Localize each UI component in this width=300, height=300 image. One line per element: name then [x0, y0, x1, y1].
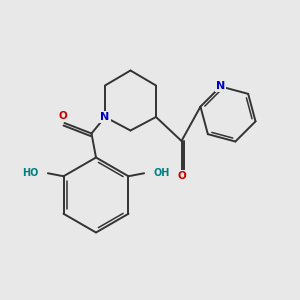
Text: OH: OH [153, 168, 169, 178]
Text: HO: HO [22, 168, 39, 178]
Text: N: N [100, 112, 109, 122]
Text: N: N [216, 82, 225, 92]
Text: O: O [177, 171, 186, 181]
Text: O: O [58, 111, 68, 122]
